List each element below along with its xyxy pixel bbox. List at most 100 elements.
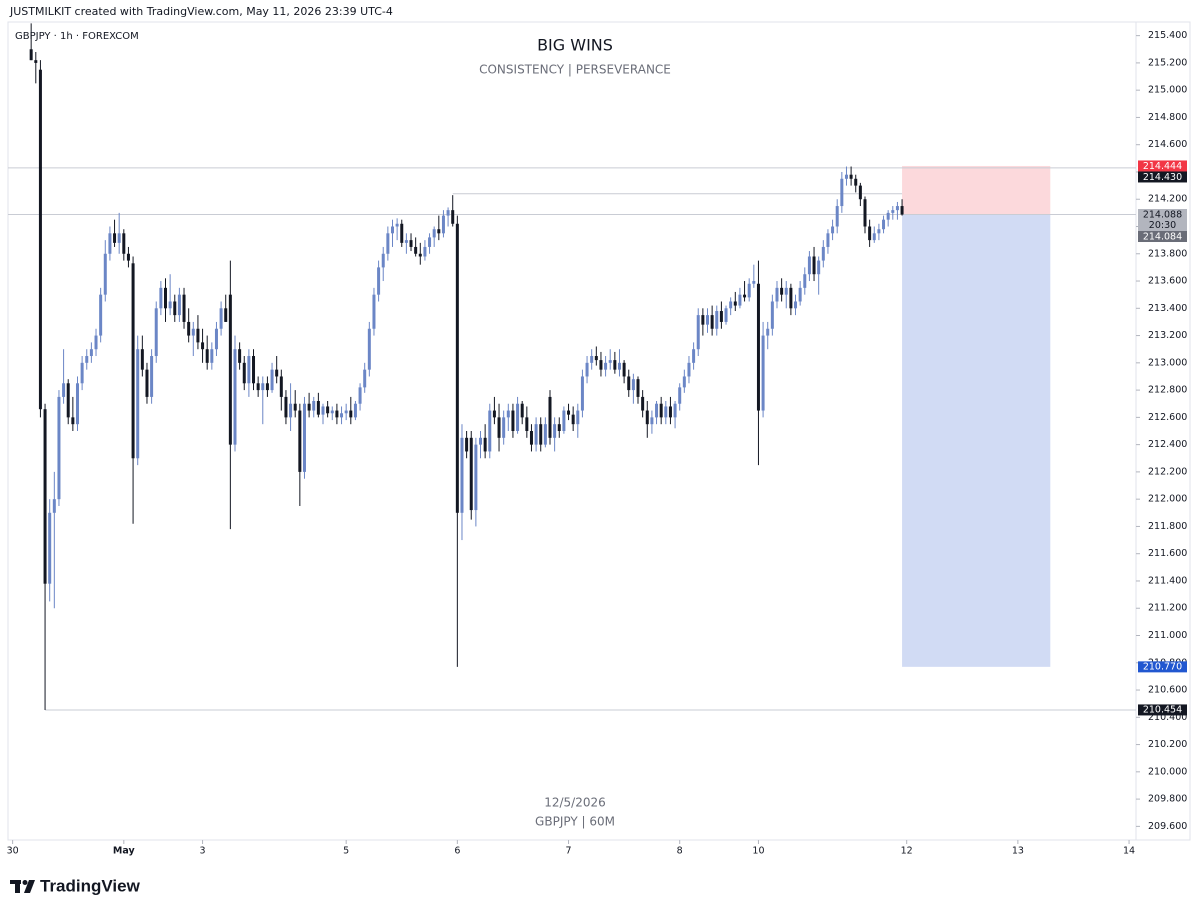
- candle-body: [604, 362, 608, 370]
- candle-body: [831, 226, 835, 234]
- y-tick-label: 211.600: [1148, 548, 1187, 559]
- candle-body: [812, 256, 816, 275]
- candle-body: [344, 410, 348, 414]
- candle-body: [891, 210, 895, 213]
- candle-body: [715, 311, 719, 329]
- price-label-box: [1138, 231, 1187, 243]
- candle-body: [400, 223, 404, 243]
- candle-body: [238, 349, 242, 363]
- candle-body: [404, 240, 408, 243]
- candle-body: [377, 267, 381, 295]
- candle-body: [432, 229, 436, 238]
- candle-body: [863, 199, 867, 227]
- price-label: 210.454: [1143, 705, 1182, 716]
- candle-body: [395, 223, 399, 227]
- candle-body: [571, 414, 575, 425]
- candle-body: [682, 376, 686, 388]
- candle-body: [483, 437, 487, 452]
- candle-body: [159, 287, 163, 309]
- candle-body: [761, 335, 765, 411]
- y-tick-label: 215.400: [1148, 30, 1187, 41]
- candle-body: [756, 283, 760, 411]
- candle-body: [57, 396, 61, 500]
- candle-body: [363, 369, 367, 388]
- candle-body: [261, 383, 265, 391]
- candle-body: [553, 424, 557, 438]
- candle-body: [298, 410, 302, 472]
- candle-body: [275, 369, 279, 377]
- candle-body: [479, 437, 483, 445]
- candle-body: [627, 376, 631, 391]
- candle-body: [150, 356, 154, 397]
- candle-body: [307, 403, 311, 411]
- candle-body: [784, 287, 788, 295]
- candle-body: [173, 301, 177, 316]
- candle-body: [353, 403, 357, 418]
- candle-body: [747, 283, 751, 298]
- candle-body: [835, 206, 839, 227]
- y-tick-label: 214.800: [1148, 112, 1187, 123]
- y-tick-label: 212.000: [1148, 494, 1187, 505]
- candle-body: [516, 403, 520, 431]
- candle-body: [89, 349, 93, 357]
- x-tick-label: 13: [1012, 846, 1024, 857]
- candle-body: [539, 424, 543, 445]
- y-tick-label: 210.400: [1148, 712, 1187, 723]
- candle-body: [557, 424, 561, 431]
- y-tick-label: 215.000: [1148, 85, 1187, 96]
- y-tick-label: 210.200: [1148, 739, 1187, 750]
- plot-area: [8, 23, 1136, 711]
- candle-body: [224, 308, 228, 322]
- logo-shape: [24, 880, 35, 893]
- candle-body: [877, 229, 881, 234]
- y-tick-label: 212.600: [1148, 412, 1187, 423]
- candle-body: [895, 206, 899, 211]
- y-tick-label: 209.800: [1148, 794, 1187, 805]
- price-label: 214.084: [1143, 231, 1182, 242]
- price-label: 214.088: [1143, 209, 1182, 220]
- countdown-label: 20:30: [1149, 220, 1176, 231]
- candle-body: [228, 294, 232, 445]
- x-tick-label: May: [113, 846, 136, 857]
- candle-body: [705, 315, 709, 325]
- candle-body: [205, 349, 209, 363]
- candle-body: [335, 410, 339, 418]
- candle-body: [655, 403, 659, 418]
- y-tick-label: 211.800: [1148, 521, 1187, 532]
- price-label: 214.444: [1143, 161, 1182, 172]
- candle-body: [474, 444, 478, 511]
- candle-body: [108, 233, 112, 254]
- candle-body: [488, 410, 492, 452]
- candle-body: [145, 369, 149, 397]
- candle-body: [131, 263, 135, 459]
- candle-body: [729, 301, 733, 309]
- candle-body: [390, 226, 394, 234]
- candle-body: [780, 287, 784, 295]
- candle-body: [659, 403, 663, 418]
- candle-body: [80, 362, 84, 384]
- candle-body: [529, 431, 533, 445]
- candle-body: [543, 424, 547, 445]
- candle-body: [664, 406, 668, 418]
- y-tick-label: 215.200: [1148, 57, 1187, 68]
- candle-body: [43, 409, 47, 584]
- candle-body: [136, 349, 140, 459]
- candle-body: [113, 233, 117, 243]
- candle-body: [794, 301, 798, 309]
- price-label: 214.430: [1143, 172, 1182, 183]
- x-tick-label: 6: [454, 846, 460, 857]
- candle-body: [567, 410, 571, 415]
- candle-body: [590, 356, 594, 363]
- logo: [10, 880, 35, 893]
- candle-body: [252, 356, 256, 384]
- candle-body: [492, 410, 496, 418]
- candle-body: [94, 335, 98, 350]
- candle-body: [497, 417, 501, 438]
- y-tick-label: 213.200: [1148, 330, 1187, 341]
- candle-body: [446, 210, 450, 216]
- candle-body: [511, 410, 515, 431]
- candle-body: [29, 49, 33, 61]
- y-tick-label: 212.400: [1148, 439, 1187, 450]
- candle-body: [196, 328, 200, 343]
- x-tick-label: 12: [901, 846, 913, 857]
